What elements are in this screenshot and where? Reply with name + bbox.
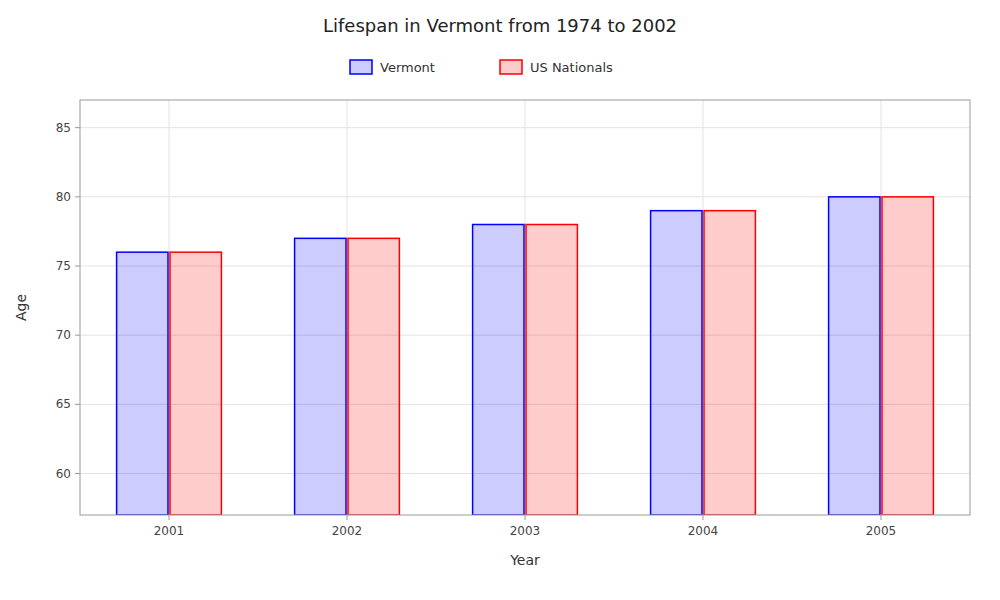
x-tick-label: 2003 — [510, 524, 541, 538]
y-tick — [75, 266, 80, 267]
bar — [526, 225, 577, 516]
y-tick — [75, 335, 80, 336]
y-tick — [75, 404, 80, 405]
x-tick-label: 2001 — [154, 524, 185, 538]
x-tick — [169, 515, 170, 520]
legend-swatch — [500, 60, 522, 74]
y-tick — [75, 196, 80, 197]
y-tick-label: 80 — [56, 190, 71, 204]
bar — [117, 252, 168, 515]
x-tick-label: 2002 — [332, 524, 363, 538]
y-tick — [75, 473, 80, 474]
plot-frame — [80, 100, 970, 515]
x-tick — [525, 515, 526, 520]
x-tick — [703, 515, 704, 520]
bar — [704, 211, 755, 515]
legend-label: US Nationals — [530, 60, 613, 75]
x-tick-label: 2004 — [688, 524, 719, 538]
x-tick-label: 2005 — [866, 524, 897, 538]
y-tick — [75, 127, 80, 128]
title: Lifespan in Vermont from 1974 to 2002 — [323, 15, 677, 36]
bar — [348, 238, 399, 515]
x-axis-label: Year — [509, 552, 540, 568]
y-tick-label: 65 — [56, 397, 71, 411]
y-tick-label: 60 — [56, 467, 71, 481]
bar — [473, 225, 524, 516]
legend-swatch — [350, 60, 372, 74]
bar — [651, 211, 702, 515]
x-tick — [881, 515, 882, 520]
chart: 60 65 70 75 80 85 2001 2002 2003 2004 2005 Lifespan… — [0, 0, 1000, 600]
y-axis-label: Age — [13, 294, 29, 321]
bar — [829, 197, 880, 515]
y-tick-label: 70 — [56, 328, 71, 342]
bar — [170, 252, 221, 515]
legend: Vermont US Nationals — [350, 60, 613, 75]
bar — [882, 197, 933, 515]
bar — [295, 238, 346, 515]
y-tick-label: 75 — [56, 259, 71, 273]
legend-label: Vermont — [380, 60, 435, 75]
x-tick — [347, 515, 348, 520]
bars — [117, 197, 934, 515]
y-tick-label: 85 — [56, 121, 71, 135]
